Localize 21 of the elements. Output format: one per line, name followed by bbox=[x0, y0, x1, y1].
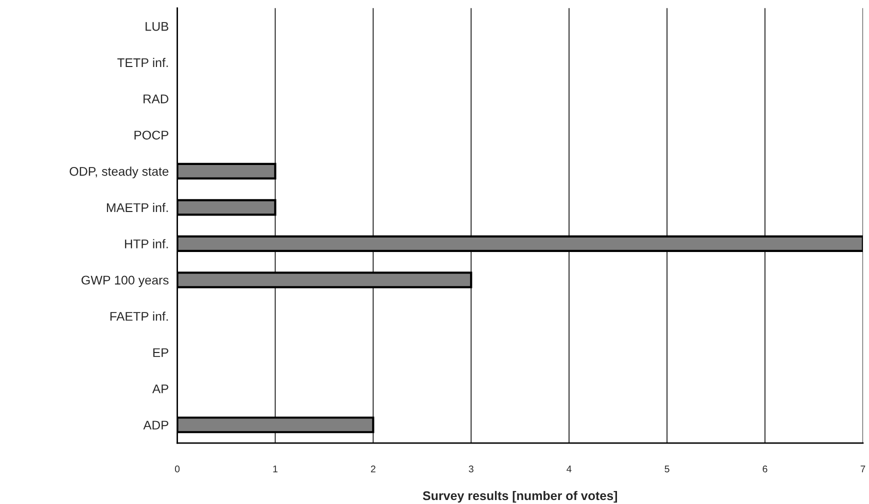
y-tick-label: MAETP inf. bbox=[106, 202, 168, 212]
y-tick-label: GWP 100 years bbox=[82, 276, 168, 288]
y-tick-label: EP bbox=[153, 348, 168, 357]
x-tick-label: 0 bbox=[174, 465, 180, 472]
x-tick-label: 6 bbox=[762, 465, 768, 472]
x-tick-label: 4 bbox=[566, 466, 572, 472]
x-tick-label: 3 bbox=[468, 465, 474, 472]
y-tick-label: POCP bbox=[134, 130, 168, 140]
y-tick-label: HTP inf. bbox=[125, 239, 168, 248]
y-tick-label: FAETP inf. bbox=[110, 312, 168, 321]
x-tick-label: 2 bbox=[370, 465, 376, 472]
x-axis-title: Survey results [number of votes] bbox=[422, 490, 617, 503]
x-tick-label: 1 bbox=[273, 466, 278, 472]
y-tick-label: ADP bbox=[143, 420, 168, 430]
x-tick-label: 7 bbox=[860, 466, 866, 472]
y-tick-label: ODP, steady state bbox=[70, 166, 168, 178]
y-tick-label: RAD bbox=[144, 94, 168, 104]
y-tick-label: AP bbox=[152, 384, 168, 394]
y-tick-label: LUB bbox=[146, 22, 168, 31]
y-tick-label: TETP inf. bbox=[117, 58, 168, 67]
x-tick-label: 5 bbox=[664, 466, 670, 472]
